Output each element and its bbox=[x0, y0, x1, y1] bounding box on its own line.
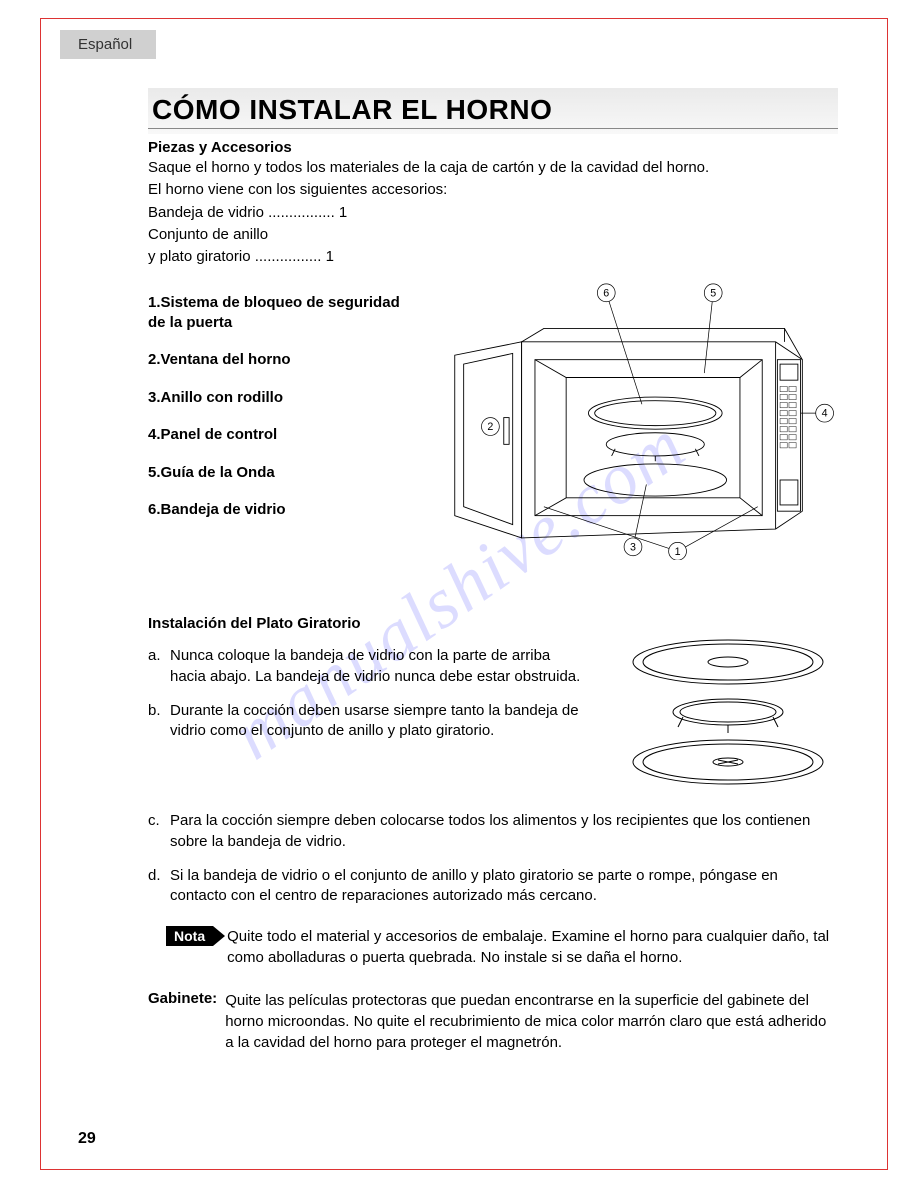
svg-text:3: 3 bbox=[630, 542, 636, 554]
pieces-acc2: Conjunto de anillo bbox=[148, 225, 838, 245]
item-text: Si la bandeja de vidrio o el conjunto de… bbox=[170, 866, 838, 907]
item-letter: c. bbox=[148, 811, 170, 852]
svg-text:4: 4 bbox=[822, 408, 828, 420]
turntable-item: d. Si la bandeja de vidrio o el conjunto… bbox=[148, 866, 838, 907]
pieces-line1: Saque el horno y todos los materiales de… bbox=[148, 158, 838, 178]
item-letter: d. bbox=[148, 866, 170, 907]
item-letter: a. bbox=[148, 646, 170, 687]
page-content: CÓMO INSTALAR EL HORNO Piezas y Accesori… bbox=[148, 88, 838, 1053]
microwave-diagram: 6 5 4 2 3 bbox=[428, 275, 838, 565]
nota-text: Quite todo el material y accesorios de e… bbox=[227, 926, 838, 968]
turntable-item: c. Para la cocción siempre deben colocar… bbox=[148, 811, 838, 852]
item-text: Durante la cocción deben usarse siempre … bbox=[170, 701, 588, 742]
pieces-acc3: y plato giratorio ................ 1 bbox=[148, 247, 838, 267]
turntable-svg bbox=[618, 632, 838, 792]
svg-text:6: 6 bbox=[603, 288, 609, 300]
turntable-item: b. Durante la cocción deben usarse siemp… bbox=[148, 701, 588, 742]
gabinete-text: Quite las películas protectoras que pued… bbox=[225, 990, 838, 1053]
part-item: 5.Guía de la Onda bbox=[148, 463, 408, 483]
page-number: 29 bbox=[78, 1130, 96, 1148]
page-title: CÓMO INSTALAR EL HORNO bbox=[152, 88, 838, 126]
svg-text:2: 2 bbox=[487, 421, 493, 433]
nota-badge: Nota bbox=[166, 926, 213, 946]
turntable-diagram bbox=[618, 632, 838, 797]
part-item: 3.Anillo con rodillo bbox=[148, 388, 408, 408]
turntable-text-col: a. Nunca coloque la bandeja de vidrio co… bbox=[148, 632, 588, 797]
pieces-heading: Piezas y Accesorios bbox=[148, 139, 838, 156]
microwave-svg: 6 5 4 2 3 bbox=[428, 275, 838, 560]
pieces-line2: El horno viene con los siguientes acceso… bbox=[148, 180, 838, 200]
item-letter: b. bbox=[148, 701, 170, 742]
gabinete-label: Gabinete: bbox=[148, 990, 217, 1053]
item-text: Nunca coloque la bandeja de vidrio con l… bbox=[170, 646, 588, 687]
item-text: Para la cocción siempre deben colocarse … bbox=[170, 811, 838, 852]
svg-text:5: 5 bbox=[710, 288, 716, 300]
part-item: 4.Panel de control bbox=[148, 425, 408, 445]
turntable-section: Instalación del Plato Giratorio a. Nunca… bbox=[148, 615, 838, 1053]
pieces-acc1: Bandeja de vidrio ................ 1 bbox=[148, 203, 838, 223]
svg-text:1: 1 bbox=[675, 546, 681, 558]
language-tab: Español bbox=[60, 30, 156, 59]
turntable-heading: Instalación del Plato Giratorio bbox=[148, 615, 838, 632]
part-item: 1.Sistema de bloqueo de seguridad de la … bbox=[148, 293, 408, 332]
parts-and-diagram: 1.Sistema de bloqueo de seguridad de la … bbox=[148, 275, 838, 565]
part-item: 2.Ventana del horno bbox=[148, 350, 408, 370]
turntable-item: a. Nunca coloque la bandeja de vidrio co… bbox=[148, 646, 588, 687]
nota-row: Nota Quite todo el material y accesorios… bbox=[148, 926, 838, 968]
parts-list: 1.Sistema de bloqueo de seguridad de la … bbox=[148, 275, 408, 565]
part-item: 6.Bandeja de vidrio bbox=[148, 500, 408, 520]
title-bar: CÓMO INSTALAR EL HORNO bbox=[148, 88, 838, 129]
gabinete-row: Gabinete: Quite las películas protectora… bbox=[148, 990, 838, 1053]
